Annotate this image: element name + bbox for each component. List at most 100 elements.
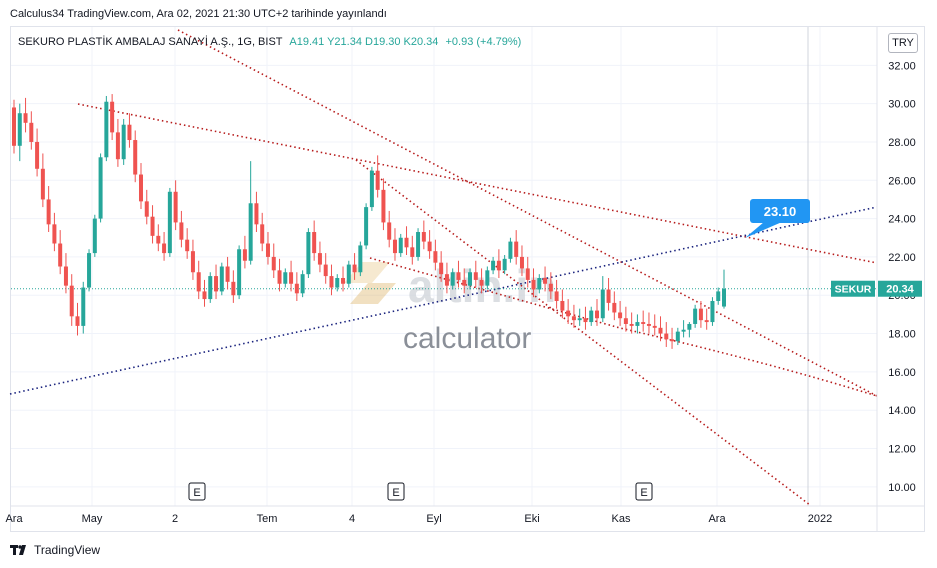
candle-body[interactable] bbox=[35, 141, 40, 169]
candle-body[interactable] bbox=[508, 241, 513, 259]
candle-body[interactable] bbox=[341, 277, 346, 284]
candle-body[interactable] bbox=[75, 316, 80, 326]
candle-body[interactable] bbox=[554, 291, 559, 301]
candle-body[interactable] bbox=[156, 235, 161, 244]
candle-body[interactable] bbox=[600, 289, 605, 319]
candle-body[interactable] bbox=[525, 268, 530, 280]
candle-body[interactable] bbox=[248, 203, 253, 261]
candle-body[interactable] bbox=[704, 320, 709, 323]
candle-body[interactable] bbox=[560, 300, 565, 311]
candle-body[interactable] bbox=[387, 222, 392, 240]
trend-lines[interactable] bbox=[9, 29, 878, 506]
candle-body[interactable] bbox=[98, 157, 103, 219]
candle-body[interactable] bbox=[698, 308, 703, 321]
candle-body[interactable] bbox=[283, 272, 288, 284]
candle-body[interactable] bbox=[416, 232, 421, 257]
earnings-event-marker[interactable]: E bbox=[188, 482, 206, 501]
candle-body[interactable] bbox=[641, 322, 646, 324]
candle-body[interactable] bbox=[121, 124, 126, 160]
candle-body[interactable] bbox=[352, 264, 357, 273]
candle-body[interactable] bbox=[190, 251, 195, 273]
candle-body[interactable] bbox=[294, 283, 299, 294]
candle-body[interactable] bbox=[421, 232, 426, 242]
candle-body[interactable] bbox=[173, 191, 178, 223]
candle-body[interactable] bbox=[144, 201, 149, 217]
price-axis[interactable]: 10.0012.0014.0016.0018.0020.0022.0024.00… bbox=[876, 27, 916, 531]
candle-body[interactable] bbox=[496, 260, 501, 271]
candle-body[interactable] bbox=[242, 249, 247, 261]
candle-body[interactable] bbox=[231, 281, 236, 296]
candle-body[interactable] bbox=[531, 279, 536, 290]
candle-body[interactable] bbox=[46, 199, 51, 225]
candle-body[interactable] bbox=[456, 272, 461, 280]
candle-body[interactable] bbox=[162, 243, 167, 254]
candle-body[interactable] bbox=[468, 272, 473, 286]
candle-body[interactable] bbox=[450, 272, 455, 286]
candle-body[interactable] bbox=[300, 274, 305, 294]
candle-body[interactable] bbox=[202, 291, 207, 300]
candle-body[interactable] bbox=[29, 122, 34, 142]
candle-body[interactable] bbox=[219, 266, 224, 292]
candle-body[interactable] bbox=[17, 113, 22, 146]
candle-body[interactable] bbox=[693, 308, 698, 324]
candle-body[interactable] bbox=[254, 203, 259, 225]
earnings-event-marker[interactable]: E bbox=[635, 482, 653, 501]
candle-body[interactable] bbox=[69, 285, 74, 317]
candle-body[interactable] bbox=[335, 277, 340, 288]
candle-body[interactable] bbox=[364, 207, 369, 246]
candle-body[interactable] bbox=[127, 124, 132, 141]
candle-body[interactable] bbox=[635, 322, 640, 326]
candle-body[interactable] bbox=[646, 323, 651, 326]
candle-body[interactable] bbox=[537, 277, 542, 290]
candle-body[interactable] bbox=[375, 170, 380, 190]
candle-body[interactable] bbox=[722, 288, 726, 307]
candle-body[interactable] bbox=[214, 276, 219, 292]
currency-button[interactable]: TRY bbox=[888, 33, 918, 53]
candle-body[interactable] bbox=[502, 258, 507, 271]
candle-body[interactable] bbox=[312, 232, 317, 254]
candle-body[interactable] bbox=[225, 266, 230, 282]
candle-body[interactable] bbox=[81, 287, 86, 326]
candle-body[interactable] bbox=[583, 318, 588, 323]
candle-body[interactable] bbox=[196, 272, 201, 292]
candle-body[interactable] bbox=[664, 333, 669, 340]
trendline-red-mid[interactable] bbox=[355, 159, 811, 506]
candle-body[interactable] bbox=[410, 247, 415, 257]
candle-body[interactable] bbox=[271, 256, 276, 271]
candle-body[interactable] bbox=[369, 170, 374, 208]
candle-body[interactable] bbox=[358, 245, 363, 273]
price-annotation[interactable]: 23.10 bbox=[745, 199, 810, 238]
candle-body[interactable] bbox=[548, 283, 553, 292]
candle-body[interactable] bbox=[577, 318, 582, 321]
candle-body[interactable] bbox=[110, 101, 115, 133]
candle-body[interactable] bbox=[675, 331, 680, 342]
candle-body[interactable] bbox=[138, 174, 143, 202]
candle-body[interactable] bbox=[543, 277, 548, 284]
candle-body[interactable] bbox=[658, 327, 663, 334]
candle-body[interactable] bbox=[444, 274, 449, 286]
time-axis[interactable]: Ara May 2 Tem 4 Eyl Eki Kas Ara 2022 bbox=[5, 505, 924, 525]
candle-body[interactable] bbox=[404, 237, 409, 248]
candle-body[interactable] bbox=[392, 239, 397, 254]
candle-body[interactable] bbox=[462, 279, 467, 286]
candle-body[interactable] bbox=[208, 276, 213, 300]
candle-body[interactable] bbox=[237, 249, 242, 296]
candle-body[interactable] bbox=[23, 113, 28, 123]
candle-body[interactable] bbox=[260, 224, 265, 244]
candle-body[interactable] bbox=[710, 300, 715, 323]
candle-body[interactable] bbox=[289, 272, 294, 284]
candle-body[interactable] bbox=[687, 323, 692, 330]
candle-body[interactable] bbox=[439, 262, 444, 275]
candle-body[interactable] bbox=[606, 289, 611, 303]
candle-body[interactable] bbox=[323, 264, 328, 277]
annotation-box[interactable] bbox=[750, 199, 810, 223]
candle-body[interactable] bbox=[179, 222, 184, 240]
candle-body[interactable] bbox=[519, 256, 524, 269]
candle-body[interactable] bbox=[185, 239, 190, 252]
candle-body[interactable] bbox=[87, 253, 92, 288]
candle-body[interactable] bbox=[317, 253, 322, 265]
trendline-blue[interactable] bbox=[9, 206, 878, 395]
candle-body[interactable] bbox=[306, 232, 311, 275]
